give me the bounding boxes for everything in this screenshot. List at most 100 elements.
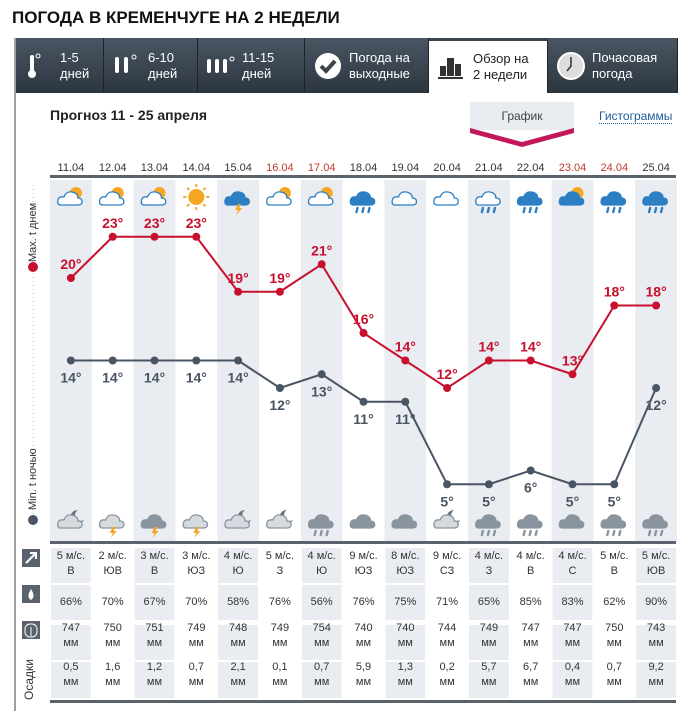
- cell-shade: [301, 625, 342, 660]
- cell-shade: [385, 585, 426, 620]
- min-temp-point: [317, 370, 326, 379]
- date-label: 24.04: [601, 162, 629, 174]
- tab-label: Погода на выходные: [349, 49, 410, 81]
- rain-icon: [349, 191, 376, 214]
- pressure-cell: 747 мм: [61, 622, 81, 649]
- humidity-cell: 76%: [352, 596, 375, 608]
- tab-5[interactable]: Обзор на 2 недели: [429, 38, 548, 93]
- max-temp-label: 20°: [60, 256, 81, 272]
- max-temp-label: 14°: [395, 339, 416, 355]
- cell-shade: [51, 585, 91, 620]
- date-label: 23.04: [559, 162, 587, 174]
- cloud-moon-icon: [224, 509, 252, 529]
- cell-shade: [469, 625, 509, 660]
- cell-shade: [301, 548, 342, 583]
- cell-shade: [301, 585, 342, 620]
- pressure-cell: 750 мм: [605, 622, 624, 649]
- precip-cell: 6,7 мм: [523, 661, 539, 688]
- max-temp-label: 23°: [102, 215, 123, 231]
- min-temp-label: 14°: [228, 370, 249, 386]
- cloud-icon: [558, 514, 585, 529]
- date-label: 18.04: [350, 162, 378, 174]
- date-label: 20.04: [433, 162, 461, 174]
- tab-6[interactable]: Почасовая погода: [548, 38, 678, 93]
- tab-2[interactable]: 6-10 дней: [104, 38, 198, 93]
- tab-3[interactable]: 11-15 дней: [198, 38, 305, 93]
- graph-view-button[interactable]: График: [470, 102, 574, 130]
- date-label: 17.04: [308, 162, 336, 174]
- max-temp-label: 18°: [604, 284, 625, 300]
- precip-cell: 0,7 мм: [188, 661, 204, 688]
- tab-4[interactable]: Погода на выходные: [305, 38, 429, 93]
- humidity-cell: 76%: [268, 596, 291, 608]
- mid-divider: [50, 541, 676, 544]
- cell-shade: [469, 585, 509, 620]
- min-temp-label: 14°: [144, 370, 165, 386]
- date-label: 13.04: [141, 162, 169, 174]
- max-temp-label: 12°: [437, 366, 458, 382]
- date-label: 15.04: [224, 162, 252, 174]
- min-temp-label: 5°: [608, 493, 621, 509]
- cell-shade: [385, 548, 426, 583]
- partly-cloudy-icon: [57, 187, 83, 206]
- wind-cell: 4 м/с. Ю: [223, 550, 253, 577]
- top-divider: [50, 175, 676, 178]
- pressure-cell: 749 мм: [270, 622, 290, 649]
- humidity-cell: 66%: [59, 596, 82, 608]
- cloud-icon: [391, 514, 418, 529]
- min-temp-label: 5°: [482, 493, 495, 509]
- wind-cell: 9 м/с. СЗ: [432, 550, 462, 577]
- min-temp-label: 14°: [186, 370, 207, 386]
- cloud-moon-icon: [433, 509, 461, 529]
- wind-cell: 2 м/с. ЮВ: [98, 550, 127, 577]
- precip-cell: 0,7 мм: [314, 661, 330, 688]
- cell-shade: [218, 548, 258, 583]
- max-temp-point: [610, 301, 619, 310]
- cell-shade: [552, 625, 593, 660]
- page-title: ПОГОДА В КРЕМЕНЧУГЕ НА 2 НЕДЕЛИ: [12, 8, 340, 27]
- cell-shade: [552, 585, 593, 620]
- sun-icon: [183, 184, 210, 210]
- min-temp-label: 12°: [269, 397, 290, 413]
- partly-cloudy-icon: [307, 187, 334, 206]
- graph-selected-indicator: [470, 128, 574, 147]
- humidity-cell: 75%: [394, 596, 417, 608]
- wind-cell: 8 м/с. ЮЗ: [391, 550, 420, 577]
- max-temp-label: 19°: [269, 270, 290, 286]
- cloud-thunder-icon: [182, 514, 209, 538]
- max-temp-label: 23°: [186, 215, 207, 231]
- rain-icon: [516, 191, 543, 214]
- partly-cloudy-icon: [140, 187, 167, 206]
- tab-1[interactable]: 1-5 дней: [16, 38, 104, 93]
- forecast-title: Прогноз 11 - 25 апреля: [50, 107, 208, 123]
- precip-cell: 1,6 мм: [105, 661, 121, 688]
- pressure-cell: 750 мм: [103, 622, 122, 649]
- min-temp-label: 14°: [102, 370, 123, 386]
- max-temp-point: [108, 232, 117, 241]
- period-tabs: 1-5 дней 6-10 дней 11-15 дней Погода на выходны…: [16, 38, 678, 93]
- min-temp-point: [484, 480, 493, 489]
- min-temp-point: [652, 384, 661, 392]
- max-temp-point: [359, 329, 368, 337]
- pressure-cell: 747 мм: [521, 622, 540, 649]
- min-temp-point: [610, 480, 619, 489]
- histograms-link[interactable]: Гистограммы: [599, 109, 673, 124]
- wind-cell: 3 м/с. В: [140, 550, 169, 577]
- wind-cell: 3 м/с. ЮЗ: [182, 550, 211, 577]
- max-temp-point: [66, 274, 75, 282]
- cell-shade: [385, 625, 426, 660]
- max-temp-point: [568, 370, 577, 379]
- cloud-moon-icon: [266, 509, 293, 529]
- min-legend-dot: [28, 515, 38, 525]
- thermometer-2-icon: [112, 51, 142, 81]
- column-shade: [635, 180, 677, 542]
- max-temp-point: [484, 356, 493, 365]
- thermometer-1-icon: [24, 51, 54, 81]
- column-shade: [300, 180, 343, 542]
- max-temp-label: 23°: [144, 215, 165, 231]
- bottom-divider: [50, 700, 676, 703]
- partly-cloudy-icon: [98, 187, 125, 206]
- checkmark-icon: [313, 51, 343, 81]
- min-temp-label: 5°: [440, 493, 453, 509]
